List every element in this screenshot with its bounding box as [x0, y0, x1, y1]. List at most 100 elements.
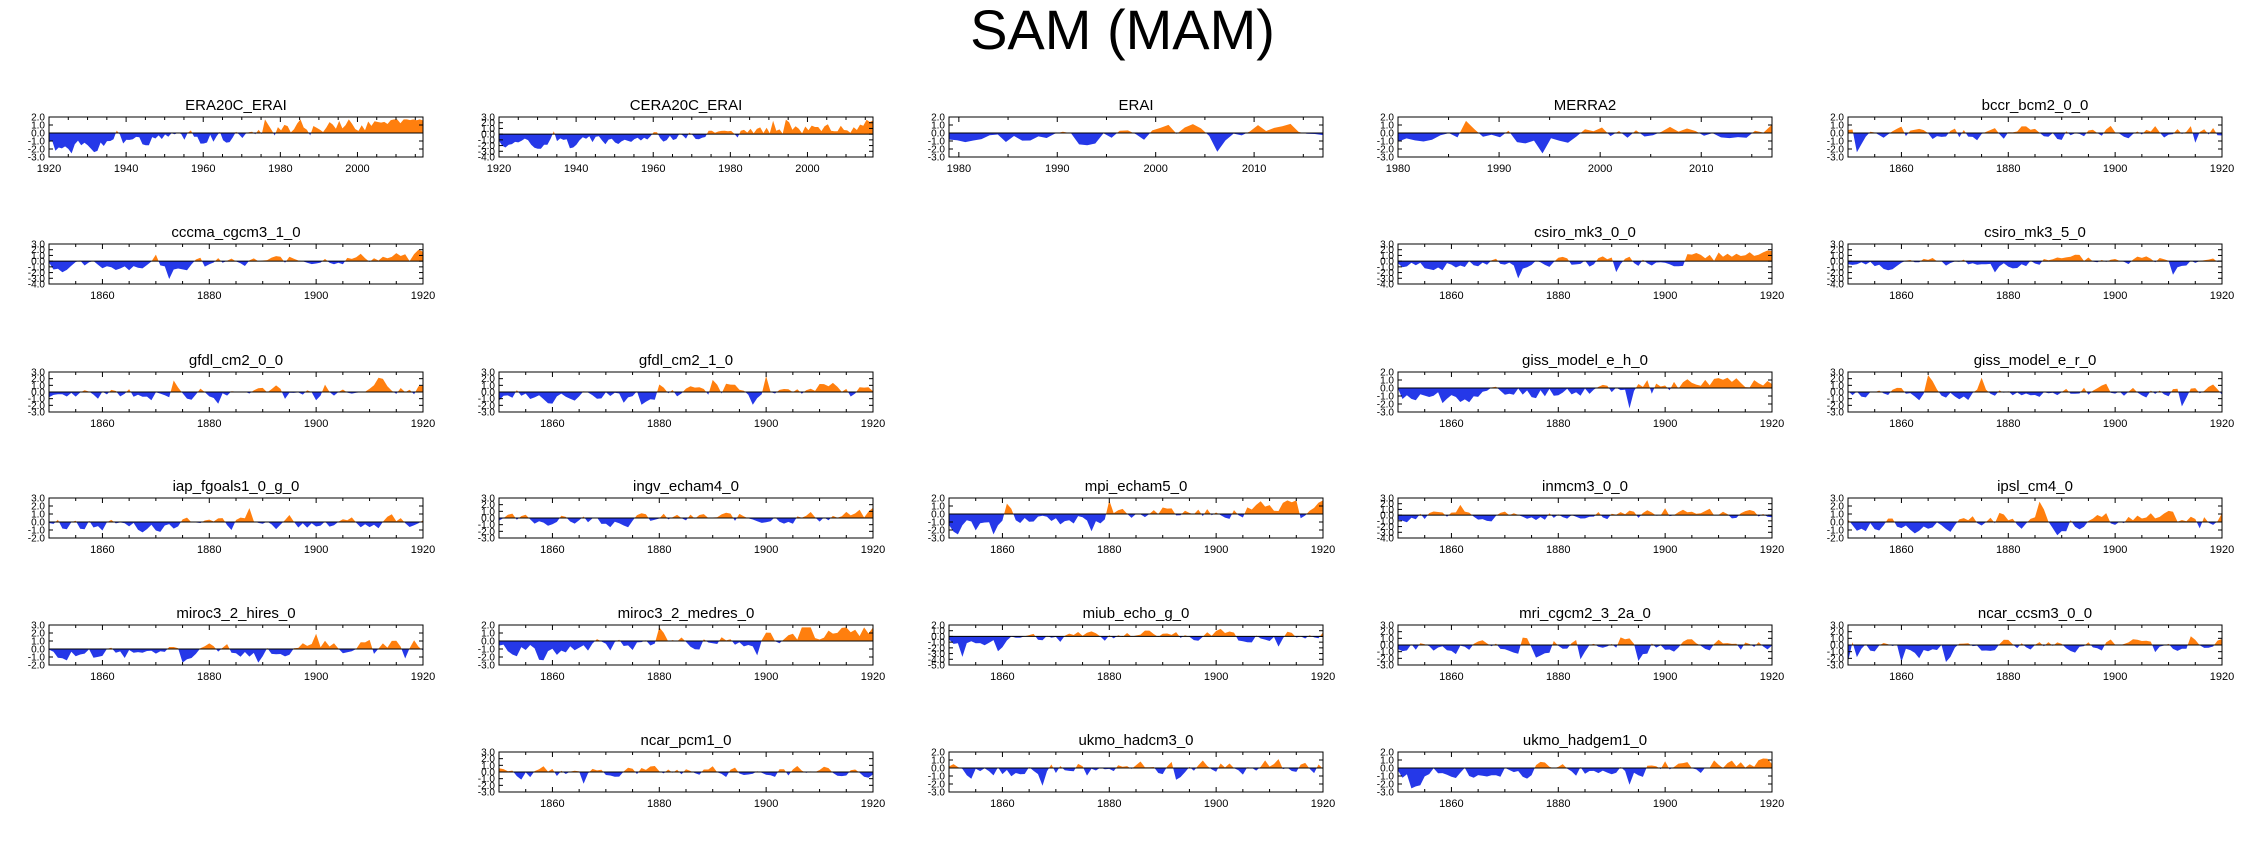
x-tick-label: 1920 [861, 798, 885, 810]
panel-title: iap_fgoals1_0_g_0 [173, 478, 300, 495]
x-tick-label: 1860 [1889, 163, 1913, 175]
x-tick-label: 1880 [1097, 671, 1121, 683]
panel-title: CERA20C_ERAI [630, 97, 743, 114]
panel-miroc3_2_hires_0: miroc3_2_hires_0 3.02.01.00.0-1.0-2.0 1860… [28, 605, 435, 683]
positive-area [1398, 377, 1772, 388]
x-tick-label: 1860 [90, 671, 114, 683]
y-tick-label: -2.0 [928, 526, 946, 537]
x-tick-label: 1860 [1439, 290, 1463, 302]
panel-mpi_echam5_0: mpi_echam5_0 2.01.00.0-1.0-2.0-3.0 1860 188… [928, 478, 1335, 556]
y-tick-label: 3.0 [481, 368, 495, 379]
y-tick-label: 0.0 [1830, 518, 1844, 529]
plot-frame [48, 116, 424, 158]
y-tick-label: -1.0 [1827, 137, 1845, 148]
y-tick-label: 0.0 [481, 514, 495, 525]
panel-title: miub_echo_g_0 [1083, 605, 1190, 622]
x-tick-label: 1920 [2210, 290, 2234, 302]
y-tick-label: 2.0 [931, 748, 945, 759]
panel-title: ERAI [1118, 97, 1153, 114]
x-tick-label: 1920 [411, 418, 435, 430]
x-tick-label: 1900 [2103, 671, 2127, 683]
y-tick-label: 1.0 [31, 381, 45, 392]
panel-miroc3_2_medres_0: miroc3_2_medres_0 2.01.00.0-1.0-2.0-3.0 18… [478, 605, 885, 683]
y-tick-label: -1.0 [928, 638, 946, 649]
y-tick-label: 1.0 [931, 121, 945, 132]
negative-area [499, 518, 873, 528]
x-tick-label: 1920 [37, 163, 61, 175]
x-tick-label: 2000 [1588, 163, 1612, 175]
panel-bccr_bcm2_0_0: bccr_bcm2_0_0 2.01.00.0-1.0-2.0-3.0 1860 18… [1827, 97, 2234, 175]
y-tick-label: -3.0 [928, 534, 946, 545]
panel-title: ncar_pcm1_0 [641, 732, 732, 749]
y-tick-label: -3.0 [28, 153, 46, 164]
y-tick-label: 3.0 [1380, 494, 1394, 505]
y-tick-label: -2.0 [1827, 268, 1845, 279]
y-tick-label: 1.0 [931, 502, 945, 513]
y-tick-label: -2.0 [1377, 145, 1395, 156]
x-tick-label: 1880 [647, 798, 671, 810]
x-tick-label: 1980 [268, 163, 292, 175]
y-tick-label: -1.0 [28, 137, 46, 148]
y-tick-label: 1.0 [31, 121, 45, 132]
y-tick-label: 0.0 [931, 632, 945, 643]
x-tick-label: 1920 [861, 418, 885, 430]
y-tick-label: 0.0 [481, 768, 495, 779]
negative-area [49, 649, 423, 663]
y-tick-label: 3.0 [31, 368, 45, 379]
y-tick-label: -1.0 [1377, 772, 1395, 783]
y-tick-label: 1.0 [1380, 756, 1394, 767]
x-tick-label: 1880 [1996, 671, 2020, 683]
negative-area [1398, 388, 1772, 409]
x-tick-label: 2000 [795, 163, 819, 175]
y-tick-label: 2.0 [481, 621, 495, 632]
panel-title: miroc3_2_medres_0 [618, 605, 755, 622]
panel-title: gfdl_cm2_0_0 [189, 352, 283, 369]
panel-title: bccr_bcm2_0_0 [1982, 97, 2089, 114]
x-tick-label: 1900 [304, 671, 328, 683]
x-tick-label: 1900 [754, 544, 778, 556]
y-tick-label: 3.0 [1380, 621, 1394, 632]
y-tick-label: -5.0 [928, 661, 946, 672]
x-tick-label: 1860 [1439, 671, 1463, 683]
negative-area [1848, 392, 2222, 407]
panel-iap_fgoals1_0_g_0: iap_fgoals1_0_g_0 3.02.01.00.0-1.0-2.0 186… [28, 478, 435, 556]
y-tick-label: 2.0 [931, 621, 945, 632]
y-tick-label: -2.0 [28, 534, 46, 545]
x-tick-label: 1920 [2210, 544, 2234, 556]
y-tick-label: 0.0 [31, 129, 45, 140]
y-tick-label: 2.0 [31, 374, 45, 385]
y-tick-label: -1.0 [28, 262, 46, 273]
y-tick-label: 1.0 [481, 761, 495, 772]
positive-area [1398, 637, 1772, 645]
y-tick-label: -2.0 [928, 780, 946, 791]
y-tick-label: -3.0 [1827, 153, 1845, 164]
y-tick-label: -4.0 [928, 655, 946, 666]
y-tick-label: 1.0 [931, 756, 945, 767]
y-tick-label: 2.0 [1380, 113, 1394, 124]
x-tick-label: 1900 [1653, 418, 1677, 430]
y-tick-label: -1.0 [928, 772, 946, 783]
x-tick-label: 1920 [1311, 671, 1335, 683]
x-tick-label: 1980 [718, 163, 742, 175]
x-tick-label: 1920 [1311, 544, 1335, 556]
x-tick-label: 1900 [754, 418, 778, 430]
x-tick-label: 1900 [1653, 544, 1677, 556]
positive-area [949, 759, 1323, 768]
y-tick-label: 1.0 [1830, 510, 1844, 521]
panel-miub_echo_g_0: miub_echo_g_0 2.01.00.0-1.0-2.0-3.0-4.0-5… [928, 605, 1335, 683]
y-tick-label: -1.0 [1377, 516, 1395, 527]
x-tick-label: 2000 [1143, 163, 1167, 175]
y-tick-label: 2.0 [931, 494, 945, 505]
y-tick-label: -1.0 [1827, 647, 1845, 658]
x-tick-label: 1880 [197, 671, 221, 683]
panel-inmcm3_0_0: inmcm3_0_0 3.02.01.00.0-1.0-2.0-3.0-4.0 18… [1377, 478, 1784, 556]
y-tick-label: 2.0 [1380, 627, 1394, 638]
positive-area [49, 377, 423, 392]
x-tick-label: 1860 [1889, 544, 1913, 556]
x-tick-label: 1860 [990, 798, 1014, 810]
x-tick-label: 1860 [990, 544, 1014, 556]
positive-area [499, 507, 873, 518]
negative-area [1398, 261, 1685, 279]
y-tick-label: -1.0 [478, 645, 496, 656]
panel-ukmo_hadgem1_0: ukmo_hadgem1_0 2.01.00.0-1.0-2.0-3.0 1860 1… [1377, 732, 1784, 810]
